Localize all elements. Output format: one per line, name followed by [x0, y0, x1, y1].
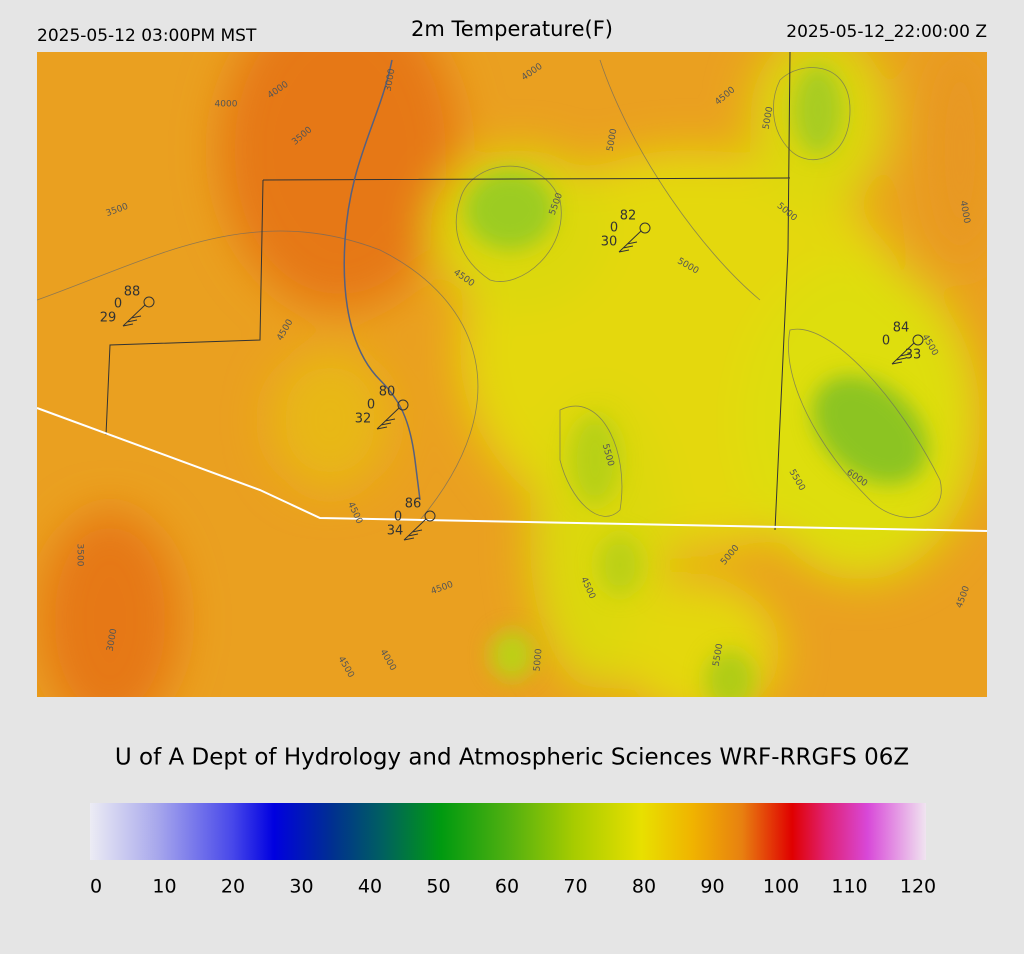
colorbar-tick-label: 50: [426, 876, 450, 898]
contour-label: 5000: [606, 128, 620, 153]
colorbar-tick-label: 110: [831, 876, 867, 898]
colorbar: [90, 803, 926, 860]
wind-barb: [891, 342, 915, 365]
station-dewpoint: 30: [601, 235, 618, 250]
station-sky-cover: 0: [394, 510, 402, 525]
station-sky-cover: 0: [610, 221, 618, 236]
colorbar-tick-label: 30: [289, 876, 313, 898]
colorbar-tick-label: 70: [563, 876, 587, 898]
station-dewpoint: 33: [905, 348, 922, 363]
station-sky-cover: 0: [882, 334, 890, 349]
contour-label: 3000: [106, 628, 120, 653]
colorbar-tick-label: 100: [763, 876, 799, 898]
wind-barb: [618, 230, 642, 253]
station-sky-cover: 0: [367, 398, 375, 413]
station-circle: [143, 296, 155, 308]
valid-time-local: 2025-05-12 03:00PM MST: [37, 26, 257, 46]
title: 2m Temperature(F): [411, 17, 613, 41]
colorbar-tick-label: 40: [358, 876, 382, 898]
colorbar-tick-label: 80: [632, 876, 656, 898]
colorbar-tick-label: 90: [700, 876, 724, 898]
colorbar-tick-label: 20: [221, 876, 245, 898]
station-sky-cover: 0: [114, 297, 122, 312]
contour-label: 4000: [958, 200, 972, 225]
station-temperature: 86: [405, 497, 422, 512]
station-circle: [639, 222, 651, 234]
station-temperature: 80: [379, 385, 396, 400]
colorbar-tick-label: 120: [900, 876, 936, 898]
station-temperature: 84: [893, 321, 910, 336]
contour-label: 4000: [215, 100, 238, 110]
contour-label: 3000: [384, 68, 398, 93]
contour-label: 5000: [762, 106, 776, 131]
contour-label: 5000: [533, 648, 545, 672]
station-circle: [912, 334, 924, 346]
station-temperature: 88: [124, 285, 141, 300]
station-dewpoint: 34: [387, 524, 404, 539]
station-circle: [424, 510, 436, 522]
valid-time-utc: 2025-05-12_22:00:00 Z: [786, 22, 987, 42]
wind-barb: [122, 304, 146, 327]
station-dewpoint: 32: [355, 412, 372, 427]
contour-label: 5500: [712, 643, 726, 668]
colorbar-tick-label: 60: [495, 876, 519, 898]
station-dewpoint: 29: [100, 311, 117, 326]
station-temperature: 82: [620, 209, 637, 224]
colorbar-tick-label: 0: [90, 876, 102, 898]
credit: U of A Dept of Hydrology and Atmospheric…: [115, 745, 909, 771]
wind-barb: [403, 518, 427, 541]
station-circle: [397, 399, 409, 411]
colorbar-tick-label: 10: [152, 876, 176, 898]
contour-label: 3500: [75, 544, 85, 567]
wind-barb: [376, 407, 400, 430]
